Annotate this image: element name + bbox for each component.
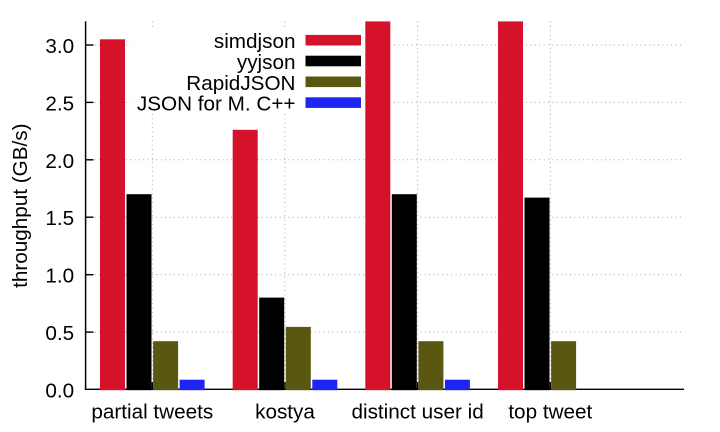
- svg-text:2.5: 2.5: [45, 92, 74, 115]
- svg-text:JSON for M. C++: JSON for M. C++: [137, 93, 296, 116]
- svg-text:yyjson: yyjson: [237, 51, 296, 74]
- svg-text:simdjson: simdjson: [214, 30, 296, 53]
- svg-text:partial tweets: partial tweets: [91, 401, 213, 424]
- svg-text:0.5: 0.5: [45, 322, 74, 345]
- svg-text:3.0: 3.0: [45, 35, 74, 58]
- svg-text:1.0: 1.0: [45, 265, 74, 288]
- svg-text:2.0: 2.0: [45, 150, 74, 173]
- svg-text:0.0: 0.0: [45, 380, 74, 403]
- svg-text:distinct user id: distinct user id: [351, 401, 483, 424]
- svg-text:throughput (GB/s): throughput (GB/s): [9, 123, 32, 287]
- svg-text:1.5: 1.5: [45, 207, 74, 230]
- svg-text:RapidJSON: RapidJSON: [186, 72, 295, 95]
- svg-text:top tweet: top tweet: [508, 401, 592, 424]
- svg-text:kostya: kostya: [255, 401, 315, 424]
